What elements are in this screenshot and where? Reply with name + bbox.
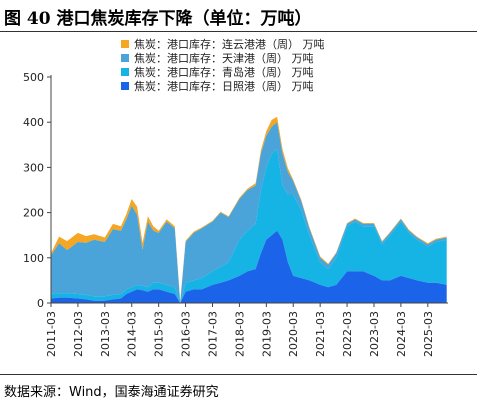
x-tick-label: 2011-03 xyxy=(45,311,58,357)
x-tick-label: 2021-03 xyxy=(314,311,327,357)
y-tick-label: 200 xyxy=(23,207,44,220)
area-qingdao xyxy=(51,149,447,303)
stacked-area-chart: 0 100 200 300 400 500 2011-03 2012-03 2013-03 201… xyxy=(23,37,448,357)
legend-item-lianyungang: 焦炭：港口库存：连云港港（周） 万吨 xyxy=(134,37,325,51)
x-tick-label: 2022-03 xyxy=(341,311,354,357)
x-tick-label: 2012-03 xyxy=(72,311,85,357)
x-tick-label: 2018-03 xyxy=(233,311,246,357)
x-tick-label: 2014-03 xyxy=(126,311,139,357)
y-tick-label: 0 xyxy=(37,297,44,310)
legend-swatch xyxy=(121,54,129,62)
legend-swatch xyxy=(121,40,129,48)
legend-item-tianjin: 焦炭：港口库存：天津港（周） 万吨 xyxy=(134,51,314,65)
legend-swatch xyxy=(121,68,129,76)
y-tick-label: 500 xyxy=(23,71,44,84)
area-rizhao xyxy=(51,230,447,303)
x-tick-label: 2024-03 xyxy=(395,311,408,357)
figure-title: 图 40 港口焦炭库存下降（单位：万吨） xyxy=(4,9,312,29)
y-tick-label: 300 xyxy=(23,161,44,174)
area-tianjin xyxy=(51,122,447,303)
area-layers xyxy=(51,116,447,303)
y-tick-label: 100 xyxy=(23,252,44,265)
title-divider xyxy=(0,31,477,32)
chart-axes: 0 100 200 300 400 500 2011-03 2012-03 2013-03 201… xyxy=(23,71,448,357)
x-tick-label: 2019-03 xyxy=(260,311,273,357)
x-tick-label: 2013-03 xyxy=(99,311,112,357)
source-divider xyxy=(0,374,477,375)
data-source-note: 数据来源：Wind，国泰海通证券研究 xyxy=(4,385,219,400)
x-tick-label: 2023-03 xyxy=(368,311,381,357)
x-tick-label: 2020-03 xyxy=(287,311,300,357)
legend-item-qingdao: 焦炭：港口库存：青岛港（周） 万吨 xyxy=(134,65,314,79)
y-tick-label: 400 xyxy=(23,116,44,129)
x-tick-label: 2016-03 xyxy=(180,311,193,357)
x-tick-label: 2017-03 xyxy=(206,311,219,357)
x-tick-label: 2025-03 xyxy=(422,311,435,357)
legend-swatch xyxy=(121,82,129,90)
x-tick-label: 2015-03 xyxy=(153,311,166,357)
legend-item-rizhao: 焦炭：港口库存：日照港（周） 万吨 xyxy=(134,79,314,93)
